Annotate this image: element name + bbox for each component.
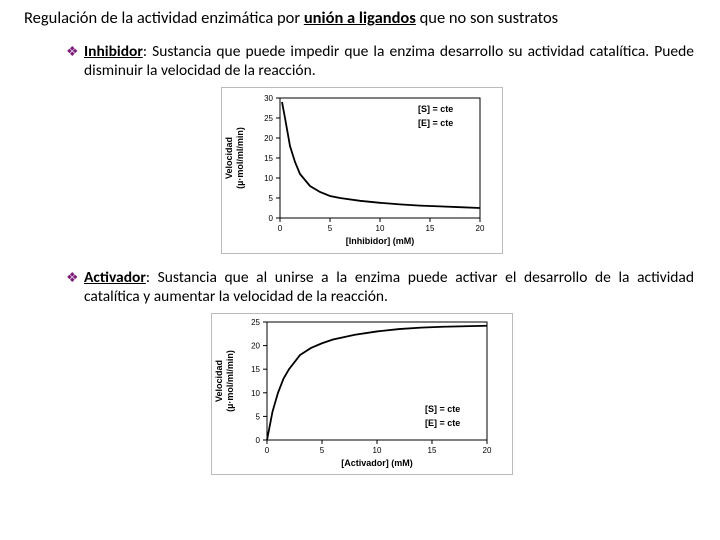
svg-text:[S] = cte: [S] = cte — [425, 404, 460, 414]
svg-text:Velocidad(µ·mol/ml/min): Velocidad(µ·mol/ml/min) — [224, 127, 245, 189]
svg-text:Velocidad(µ·mol/ml/min): Velocidad(µ·mol/ml/min) — [214, 350, 235, 412]
page-title: Regulación de la actividad enzimática po… — [24, 8, 700, 28]
svg-text:5: 5 — [269, 194, 274, 203]
svg-text:[E] = cte: [E] = cte — [418, 118, 453, 128]
svg-text:20: 20 — [251, 341, 260, 350]
activator-chart: 0 5 10 15 20 0 5 10 15 20 25 [Activador] (mM) Veloci… — [211, 313, 513, 475]
svg-text:[Activador] (mM): [Activador] (mM) — [341, 458, 413, 468]
svg-text:[E] = cte: [E] = cte — [425, 418, 460, 428]
svg-text:5: 5 — [328, 224, 333, 233]
svg-text:15: 15 — [426, 224, 435, 233]
svg-text:30: 30 — [264, 94, 273, 103]
inhibitor-chart: 0 5 10 15 20 0 5 10 15 20 25 30 [Inhibidor] (mM) Velo… — [221, 87, 503, 254]
inhibitor-text: : Sustancia que puede impedir que la enz… — [84, 42, 694, 80]
svg-text:15: 15 — [428, 446, 437, 455]
page-root: Regulación de la actividad enzimática po… — [0, 0, 720, 491]
svg-text:25: 25 — [264, 114, 273, 123]
title-prefix: Regulación de la actividad enzimática po… — [24, 8, 304, 28]
svg-text:20: 20 — [476, 224, 485, 233]
inhibitor-term: Inhibidor — [84, 42, 143, 61]
svg-text:5: 5 — [320, 446, 325, 455]
svg-text:20: 20 — [483, 446, 492, 455]
activator-text: : Sustancia que al unirse a la enzima pu… — [84, 268, 694, 306]
title-emph: unión a ligandos — [304, 8, 416, 28]
svg-text:20: 20 — [264, 134, 273, 143]
svg-text:10: 10 — [373, 446, 382, 455]
svg-text:0: 0 — [278, 224, 283, 233]
diamond-bullet-icon: ❖ — [66, 269, 79, 287]
svg-text:15: 15 — [264, 154, 273, 163]
title-suffix: que no son sustratos — [416, 8, 558, 28]
activator-chart-wrap: 0 5 10 15 20 0 5 10 15 20 25 [Activador] (mM) Veloci… — [24, 313, 700, 475]
svg-text:15: 15 — [251, 365, 260, 374]
svg-text:0: 0 — [265, 446, 270, 455]
diamond-bullet-icon: ❖ — [66, 43, 79, 61]
svg-text:10: 10 — [251, 388, 260, 397]
svg-text:0: 0 — [269, 214, 274, 223]
inhibitor-chart-wrap: 0 5 10 15 20 0 5 10 15 20 25 30 [Inhibidor] (mM) Velo… — [24, 87, 700, 254]
svg-text:10: 10 — [376, 224, 385, 233]
svg-text:5: 5 — [256, 412, 261, 421]
bullet-inhibitor: ❖ Inhibidor: Sustancia que puede impedir… — [66, 42, 694, 81]
bullet-activator: ❖ Activador: Sustancia que al unirse a l… — [66, 268, 694, 307]
svg-text:0: 0 — [256, 436, 261, 445]
activator-term: Activador — [84, 268, 146, 287]
svg-text:25: 25 — [251, 318, 260, 327]
svg-text:[Inhibidor] (mM): [Inhibidor] (mM) — [346, 236, 414, 246]
svg-text:10: 10 — [264, 174, 273, 183]
svg-text:[S] = cte: [S] = cte — [418, 104, 453, 114]
